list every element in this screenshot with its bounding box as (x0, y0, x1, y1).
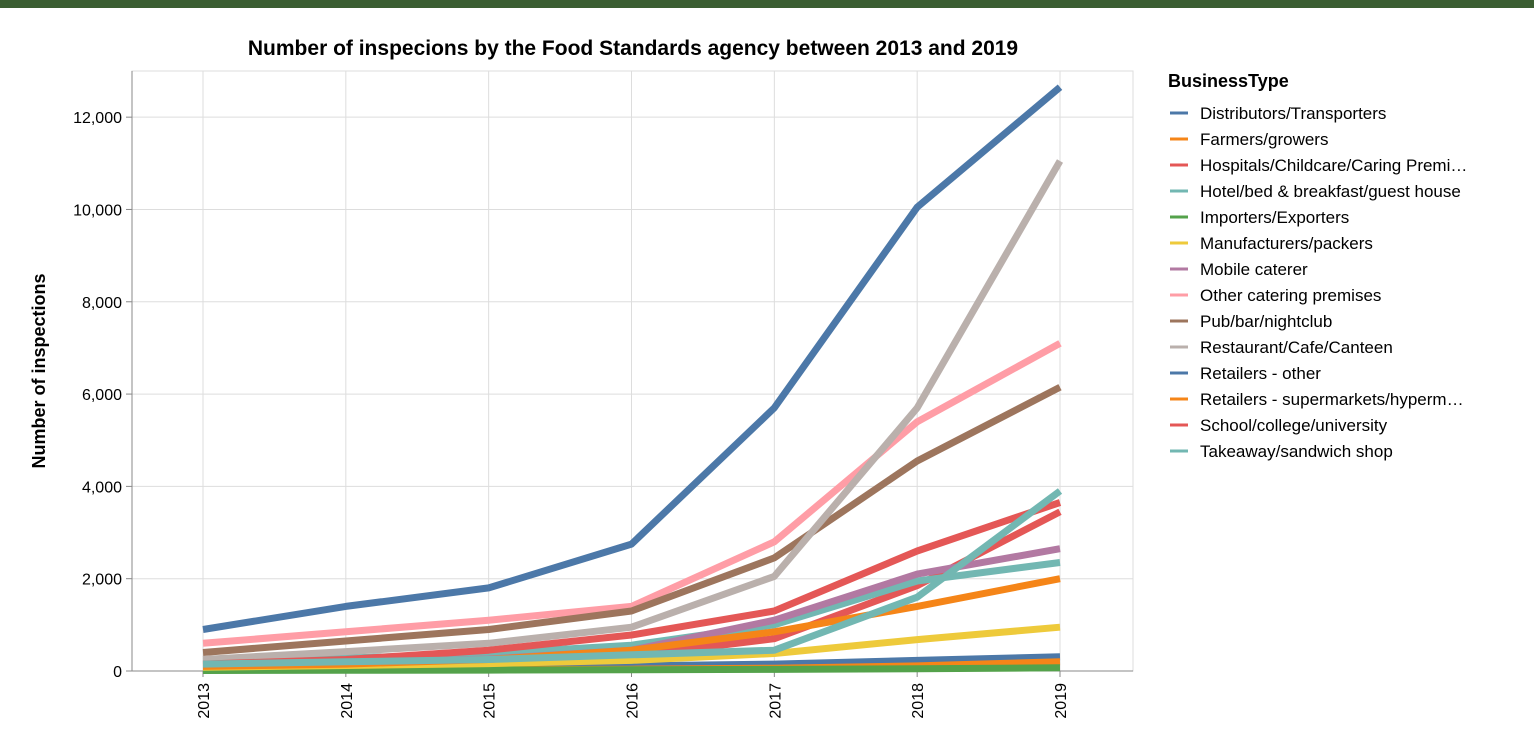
plot-frame (131, 70, 1134, 672)
x-tick-label: 2017 (767, 683, 784, 719)
series-line (202, 84, 1063, 633)
series-line (202, 488, 1063, 668)
legend-label: Farmers/growers (1200, 130, 1328, 149)
series-line (202, 159, 1064, 663)
legend-title: BusinessType (1168, 71, 1289, 91)
x-tick-label: 2016 (625, 683, 642, 719)
y-tick-label: 2,000 (82, 572, 122, 589)
legend-label: Pub/bar/nightclub (1200, 312, 1332, 331)
x-tick-label: 2015 (482, 683, 499, 719)
legend-label: Retailers - supermarkets/hyperm… (1200, 390, 1464, 409)
series-line (202, 384, 1062, 656)
legend-label: Hotel/bed & breakfast/guest house (1200, 182, 1461, 201)
legend-label: Distributors/Transporters (1200, 104, 1386, 123)
legend-label: Manufacturers/packers (1200, 234, 1373, 253)
y-tick-label: 0 (113, 664, 122, 681)
legend-label: Importers/Exporters (1200, 208, 1349, 227)
x-tick-label: 2013 (196, 683, 213, 719)
y-axis-title: Number of inspections (29, 273, 49, 468)
legend-label: Takeaway/sandwich shop (1200, 442, 1393, 461)
x-tick-label: 2018 (910, 683, 927, 719)
legend-label: Hospitals/Childcare/Caring Premi… (1200, 156, 1467, 175)
x-tick-label: 2014 (339, 683, 356, 719)
top-bar (0, 0, 1534, 8)
legend-label: Restaurant/Cafe/Canteen (1200, 338, 1393, 357)
x-tick-label: 2019 (1053, 683, 1070, 719)
y-tick-label: 4,000 (82, 479, 122, 496)
y-tick-label: 8,000 (82, 295, 122, 312)
y-tick-label: 6,000 (82, 387, 122, 404)
y-tick-label: 12,000 (73, 110, 122, 127)
axis-layer: 0 2,000 4,000 6,000 8,000 10,000 12,000 2013 201… (73, 71, 1133, 719)
series-line (202, 340, 1062, 647)
legend-label: Retailers - other (1200, 364, 1321, 383)
series-line (202, 664, 1061, 674)
series-layer (202, 84, 1064, 674)
chart-title: Number of inspecions by the Food Standar… (248, 37, 1018, 60)
y-tick-label: 10,000 (73, 202, 122, 219)
legend-label: Mobile caterer (1200, 260, 1308, 279)
grid-layer (131, 70, 1134, 672)
legend-label: Other catering premises (1200, 286, 1381, 305)
legend: BusinessType Distributors/Transporters Fa… (1168, 71, 1467, 461)
legend-label: School/college/university (1200, 416, 1388, 435)
